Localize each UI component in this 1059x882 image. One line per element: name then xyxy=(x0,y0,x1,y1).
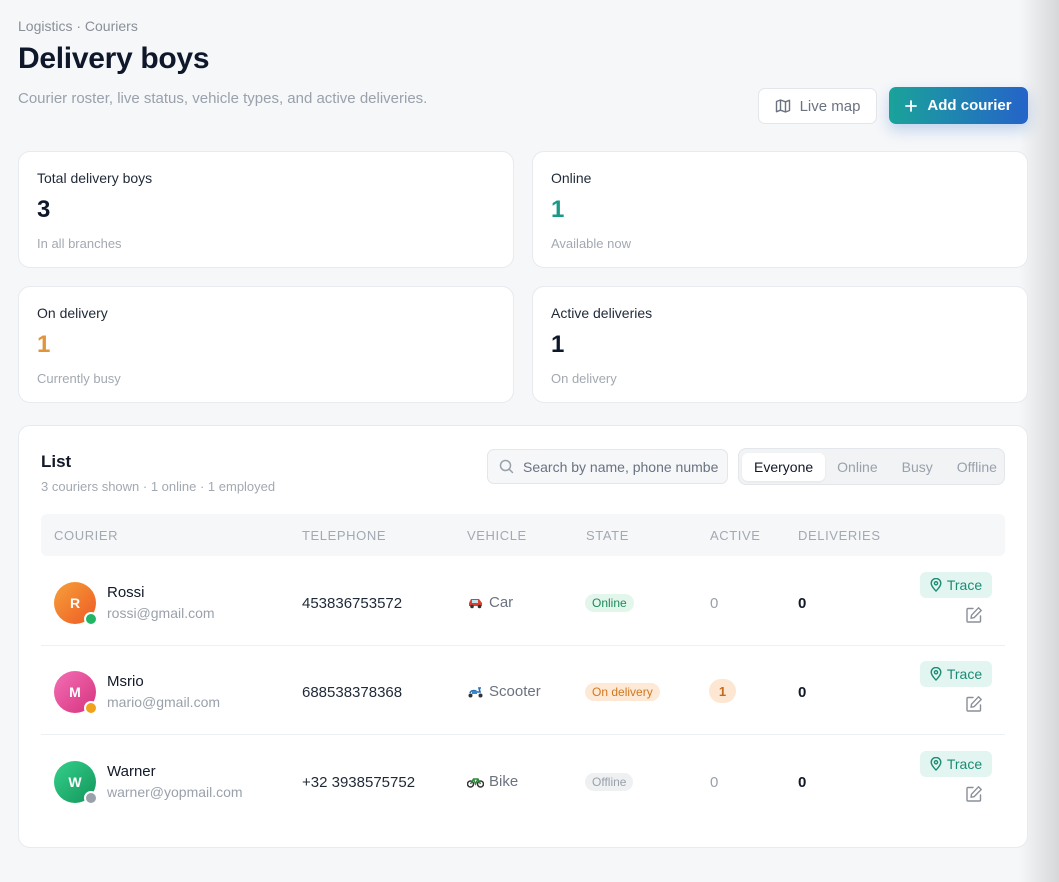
stat-card-online: Online 1 Available now xyxy=(532,151,1028,268)
vehicle-label: Scooter xyxy=(489,683,541,700)
map-icon xyxy=(775,99,790,113)
column-header: COURIER xyxy=(54,528,119,543)
search-box xyxy=(487,449,728,484)
stat-card-on-delivery: On delivery 1 Currently busy xyxy=(18,286,514,403)
add-courier-label: Add courier xyxy=(927,97,1012,114)
edit-icon[interactable] xyxy=(965,606,983,624)
trace-button[interactable]: Trace xyxy=(920,661,992,687)
column-header: VEHICLE xyxy=(467,528,527,543)
table-header: COURIER TELEPHONE VEHICLE STATE ACTIVE D… xyxy=(41,514,1005,556)
column-header: STATE xyxy=(586,528,629,543)
stat-label: Active deliveries xyxy=(551,305,653,321)
presence-dot xyxy=(84,701,98,715)
stat-value: 3 xyxy=(37,196,51,223)
stat-label: On delivery xyxy=(37,305,108,321)
active-count: 1 xyxy=(709,679,736,703)
breadcrumb: Logistics · Couriers xyxy=(18,18,138,34)
status-badge: On delivery xyxy=(585,683,660,701)
courier-phone: +32 3938575752 xyxy=(302,774,416,791)
deliveries-count: 0 xyxy=(798,595,807,612)
courier-vehicle: Scooter xyxy=(467,683,541,700)
courier-email: warner@yopmail.com xyxy=(107,784,243,800)
trace-button[interactable]: Trace xyxy=(920,751,992,777)
avatar: W xyxy=(54,761,98,805)
vehicle-label: Car xyxy=(489,594,514,611)
presence-dot xyxy=(84,791,98,805)
status-badge: Offline xyxy=(585,773,634,791)
courier-name: Msrio xyxy=(107,673,144,690)
avatar-initial: M xyxy=(69,684,81,700)
edit-icon[interactable] xyxy=(965,785,983,803)
table-row[interactable]: R Rossi rossi@gmail.com 453836753572 Car… xyxy=(41,557,1005,646)
courier-email: mario@gmail.com xyxy=(107,694,221,710)
bike-icon xyxy=(467,778,484,788)
active-count: 0 xyxy=(710,774,719,791)
list-title: List xyxy=(41,452,72,471)
stat-value: 1 xyxy=(551,196,565,223)
deliveries-count: 0 xyxy=(798,774,807,791)
page-title: Delivery boys xyxy=(18,42,210,75)
list-summary: 3 couriers shown · 1 online · 1 employed xyxy=(41,479,276,494)
vehicle-label: Bike xyxy=(489,773,519,790)
car-icon xyxy=(469,599,482,609)
column-header: ACTIVE xyxy=(710,528,761,543)
map-pin-icon xyxy=(930,667,942,681)
filter-busy[interactable]: Busy xyxy=(901,458,933,475)
avatar: R xyxy=(54,582,98,626)
live-map-button[interactable]: Live map xyxy=(758,88,877,124)
stat-card-total: Total delivery boys 3 In all branches xyxy=(18,151,514,268)
status-badge: Online xyxy=(585,594,634,612)
map-pin-icon xyxy=(930,757,942,771)
state-filter: Everyone Online Busy Offline xyxy=(738,448,1005,485)
edit-icon[interactable] xyxy=(965,695,983,713)
column-header: DELIVERIES xyxy=(798,528,881,543)
live-map-label: Live map xyxy=(799,97,861,115)
map-pin-icon xyxy=(930,578,942,592)
table-row[interactable]: M Msrio mario@gmail.com 688538378368 Sco… xyxy=(41,646,1005,735)
stat-sub: In all branches xyxy=(37,236,122,251)
trace-button[interactable]: Trace xyxy=(920,572,992,598)
presence-dot xyxy=(84,612,98,626)
courier-phone: 453836753572 xyxy=(302,595,403,612)
filter-online[interactable]: Online xyxy=(837,458,878,475)
avatar-initial: R xyxy=(69,595,81,611)
trace-label: Trace xyxy=(946,756,983,772)
avatar-initial: W xyxy=(68,774,82,790)
courier-name: Rossi xyxy=(107,584,145,601)
stat-value: 1 xyxy=(37,331,51,358)
table-row[interactable]: W Warner warner@yopmail.com +32 39385757… xyxy=(41,736,1005,825)
plus-icon xyxy=(905,99,918,112)
courier-phone: 688538378368 xyxy=(302,684,403,701)
stat-sub: Available now xyxy=(551,236,631,251)
avatar: M xyxy=(54,671,98,715)
courier-vehicle: Car xyxy=(467,594,513,611)
stat-label: Online xyxy=(551,170,592,186)
stat-value: 1 xyxy=(551,331,565,358)
column-header: TELEPHONE xyxy=(302,528,387,543)
courier-vehicle: Bike xyxy=(467,773,518,790)
courier-name: Warner xyxy=(107,763,156,780)
add-courier-button[interactable]: Add courier xyxy=(889,87,1028,124)
stat-card-active-deliveries: Active deliveries 1 On delivery xyxy=(532,286,1028,403)
deliveries-count: 0 xyxy=(798,684,807,701)
courier-list-card: List 3 couriers shown · 1 online · 1 emp… xyxy=(18,425,1028,848)
trace-label: Trace xyxy=(946,577,983,593)
courier-email: rossi@gmail.com xyxy=(107,605,215,621)
stat-sub: On delivery xyxy=(551,371,617,386)
search-icon xyxy=(499,459,514,474)
filter-everyone[interactable]: Everyone xyxy=(742,452,826,481)
search-input[interactable] xyxy=(523,458,718,475)
scooter-icon xyxy=(468,687,483,698)
stat-label: Total delivery boys xyxy=(37,170,153,186)
page-subtitle: Courier roster, live status, vehicle typ… xyxy=(18,90,428,107)
stat-sub: Currently busy xyxy=(37,371,121,386)
filter-offline[interactable]: Offline xyxy=(956,458,997,475)
active-count: 0 xyxy=(710,595,719,612)
trace-label: Trace xyxy=(946,666,983,682)
